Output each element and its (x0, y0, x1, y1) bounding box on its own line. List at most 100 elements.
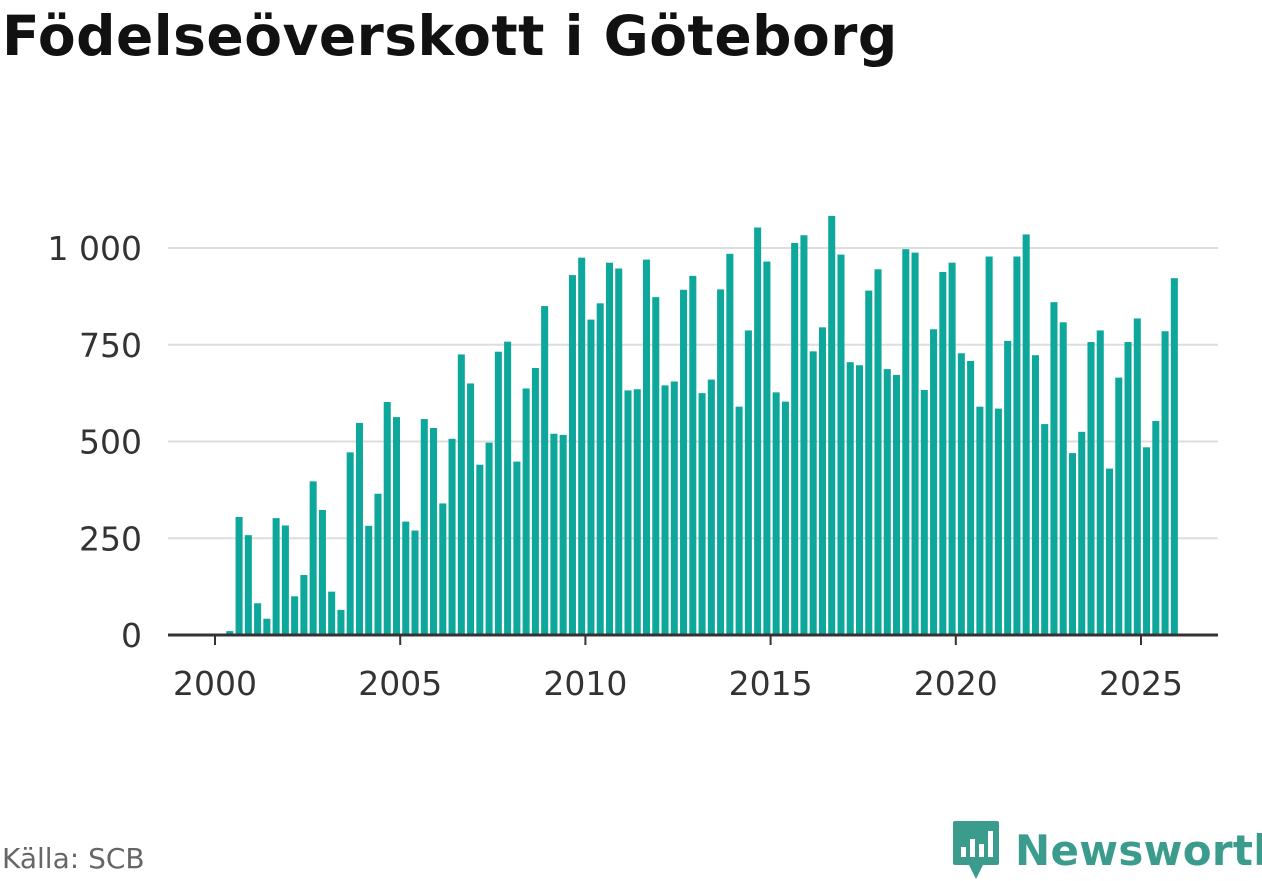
bar (661, 385, 669, 635)
x-tick-label: 2010 (543, 664, 627, 703)
bar (439, 503, 447, 635)
bar (559, 434, 567, 635)
bar (1115, 377, 1123, 635)
bar (883, 369, 891, 635)
bar (985, 256, 993, 635)
bar (615, 268, 623, 635)
x-tick-label: 2015 (729, 664, 813, 703)
x-tick-label: 2020 (914, 664, 998, 703)
bar (976, 406, 984, 635)
bar (994, 408, 1002, 635)
bar (254, 603, 262, 635)
bar (893, 374, 901, 635)
bar (633, 389, 641, 635)
bar (939, 271, 947, 635)
bar (1161, 331, 1169, 635)
bar (1068, 453, 1076, 635)
bar (587, 319, 595, 635)
bar (1105, 468, 1114, 635)
bar (300, 575, 308, 635)
newsworthy-logo-icon (953, 821, 999, 879)
bar (1078, 431, 1086, 635)
x-tick-label: 2025 (1099, 664, 1183, 703)
bar (513, 461, 521, 635)
bar (309, 481, 317, 635)
bar (874, 269, 882, 635)
y-tick-label: 0 (121, 616, 142, 655)
bar (948, 262, 956, 635)
bar (263, 618, 271, 635)
y-tick-label: 500 (79, 423, 142, 462)
bar (689, 275, 697, 635)
bar (911, 252, 919, 636)
bar (642, 259, 651, 635)
bar (1124, 342, 1132, 635)
bar (902, 249, 910, 635)
bar (578, 257, 586, 635)
bar (318, 509, 326, 635)
x-tick-label: 2000 (173, 664, 257, 703)
bar (337, 609, 345, 635)
bar (531, 367, 539, 635)
bar (1133, 318, 1141, 635)
bar (967, 361, 975, 635)
bar (800, 235, 808, 635)
bar (605, 262, 613, 635)
bar (411, 530, 419, 635)
bar (1050, 302, 1058, 635)
bar (291, 596, 299, 635)
bar (1022, 234, 1030, 635)
bar (235, 516, 243, 635)
bar (476, 464, 484, 635)
bar (430, 427, 438, 635)
bar (865, 290, 873, 635)
bar (522, 388, 530, 635)
bar (402, 521, 410, 635)
bar (920, 390, 928, 635)
bar (383, 402, 391, 635)
bar (957, 353, 965, 635)
bar (355, 422, 363, 635)
newsworthy-logo: Newsworthy (951, 819, 1262, 881)
y-tick-label: 1 000 (48, 229, 142, 268)
bar (448, 438, 456, 635)
bar (272, 518, 280, 635)
bar (1152, 420, 1160, 635)
bar (226, 631, 234, 635)
bar (772, 392, 780, 635)
brand-name: Newsworthy (1015, 825, 1262, 875)
bar (550, 433, 558, 635)
bar (735, 406, 743, 635)
bar (837, 254, 845, 636)
bar (281, 525, 289, 635)
bar (670, 381, 678, 635)
y-tick-label: 250 (79, 519, 142, 558)
bar (763, 261, 771, 635)
x-tick-label: 2005 (358, 664, 442, 703)
bar (754, 227, 762, 635)
bar (855, 365, 864, 635)
bar (624, 390, 632, 635)
bar (846, 362, 854, 635)
bar (717, 289, 725, 635)
bar (541, 306, 549, 635)
bar (1041, 424, 1049, 635)
bar (1031, 355, 1039, 635)
bar (1170, 278, 1178, 635)
bar (930, 329, 938, 635)
bar (680, 289, 688, 635)
bar (365, 525, 373, 635)
bar (707, 379, 715, 635)
bar (1096, 330, 1104, 635)
bar (744, 330, 752, 635)
bar (392, 417, 401, 635)
bar (828, 215, 836, 635)
bar (568, 275, 576, 635)
bar (328, 591, 336, 635)
source-note: Källa: SCB (2, 842, 145, 875)
chart-title: Födelseöverskott i Göteborg (2, 4, 898, 68)
bar (781, 401, 789, 635)
bar (791, 242, 799, 635)
bar (1087, 342, 1095, 635)
